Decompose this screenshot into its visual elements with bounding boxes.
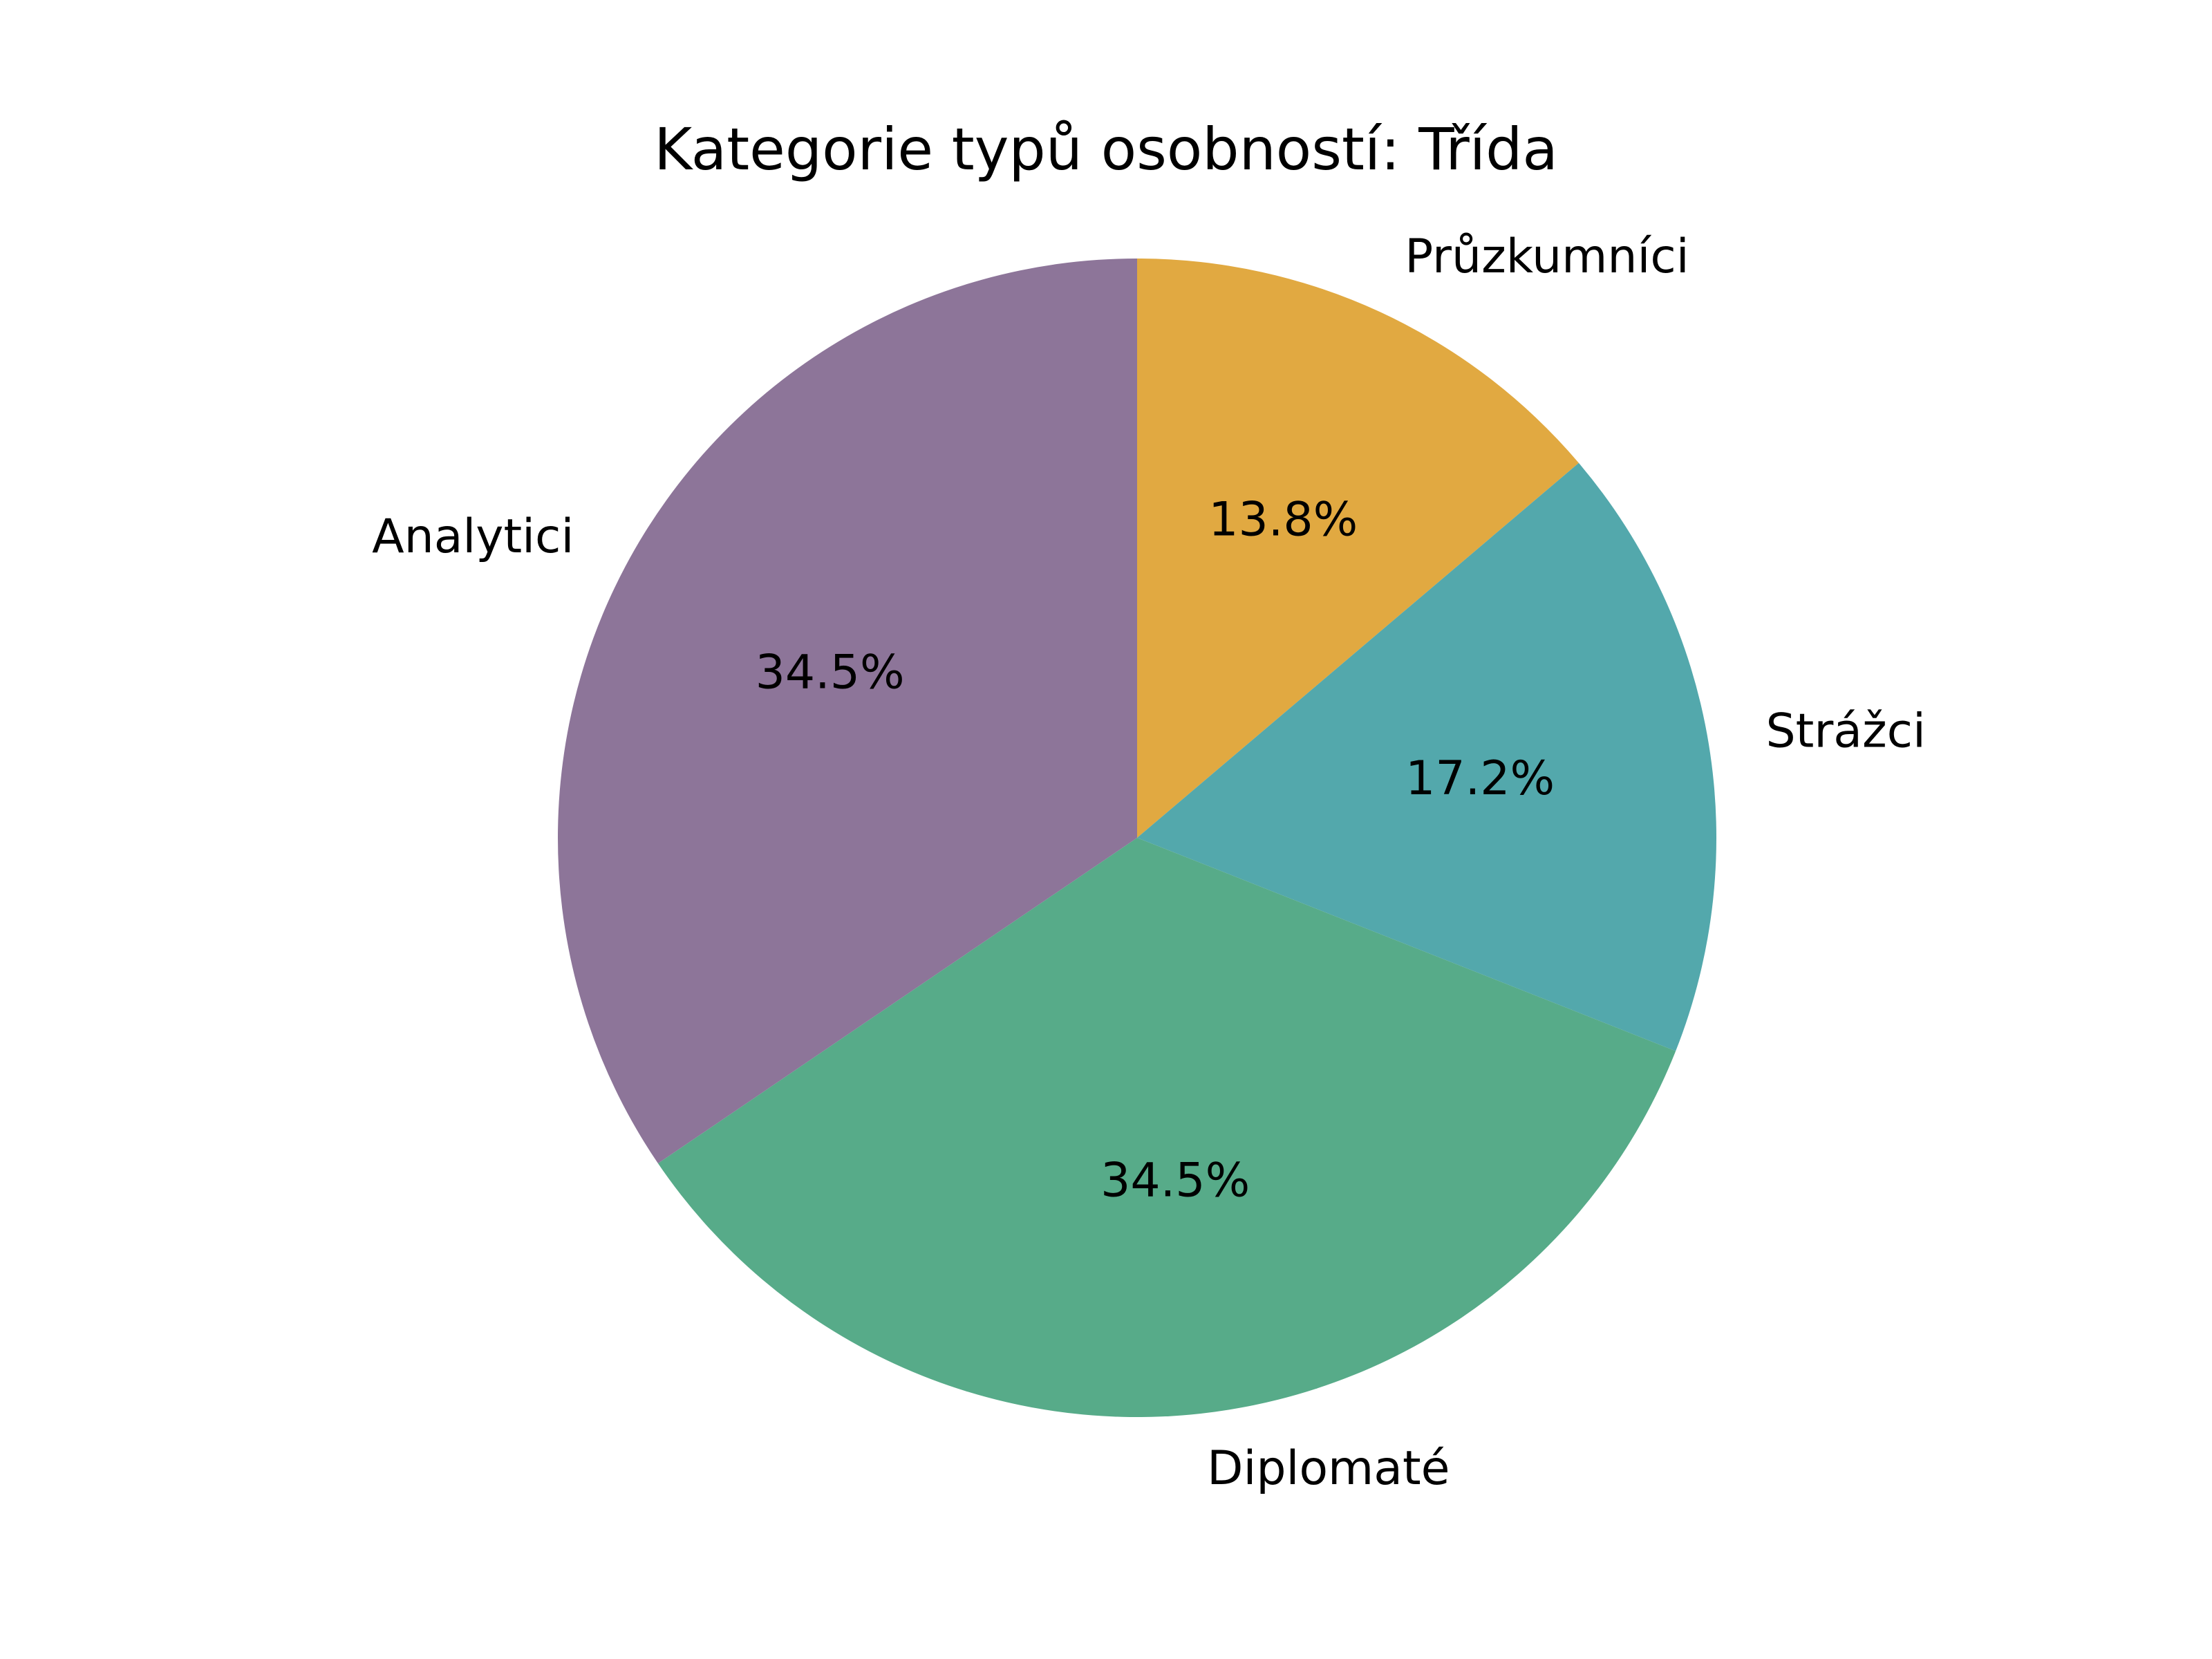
slice-label-analytici: Analytici xyxy=(372,509,574,564)
pie-labels: Průzkumníci 13.8% Strážci 17.2% Diplomaté 34.… xyxy=(372,229,1926,1496)
percent-label-pruzkumnici: 13.8% xyxy=(1208,492,1358,547)
slice-label-diplomate: Diplomaté xyxy=(1207,1441,1450,1496)
percent-label-strazci: 17.2% xyxy=(1405,751,1555,806)
slice-label-pruzkumnici: Průzkumníci xyxy=(1405,229,1689,284)
pie-slice-strazci xyxy=(1137,462,1716,1051)
slice-label-strazci: Strážci xyxy=(1766,704,1926,759)
percent-label-diplomate: 34.5% xyxy=(1100,1153,1250,1208)
chart-title: Kategorie typů osobností: Třída xyxy=(654,115,1558,183)
pie-slice-diplomate xyxy=(657,838,1676,1417)
pie-slice-pruzkumnici xyxy=(1137,259,1579,838)
pie-slices xyxy=(558,259,1716,1417)
percent-label-analytici: 34.5% xyxy=(756,645,905,700)
pie-slice-analytici xyxy=(558,259,1137,1164)
